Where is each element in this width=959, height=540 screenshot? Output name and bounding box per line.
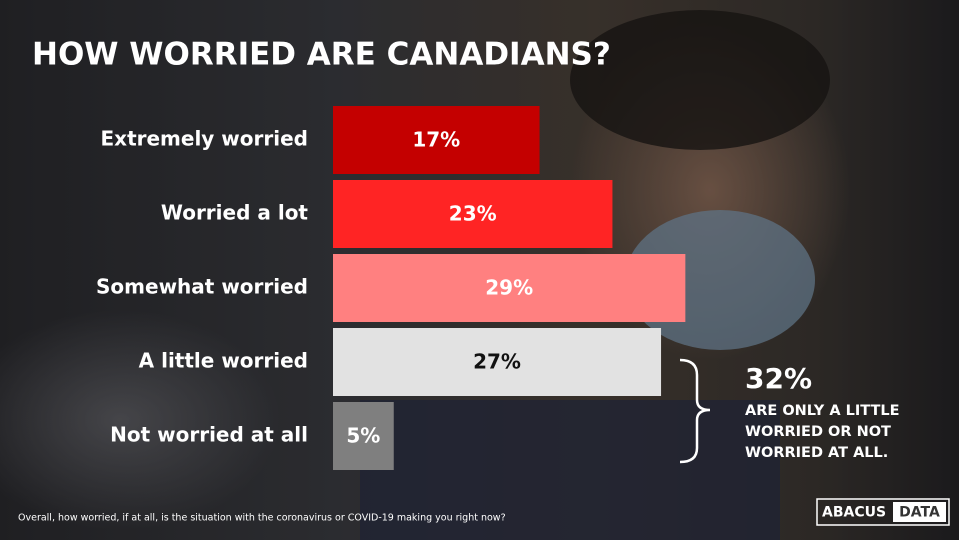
bar — [333, 402, 394, 470]
logo-text: ABACUS — [822, 505, 886, 521]
logo-text: DATA — [899, 505, 940, 521]
bar — [333, 254, 686, 322]
logo-frame — [816, 498, 950, 526]
logo-box — [893, 502, 946, 522]
annotation-text: WORRIED OR NOT — [745, 424, 891, 440]
chart-title: HOW WORRIED ARE CANADIANS? — [32, 37, 611, 73]
category-label: Extremely worried — [101, 127, 309, 151]
value-label: 5% — [346, 424, 380, 448]
annotation-text: ARE ONLY A LITTLE — [745, 403, 900, 419]
bracket — [679, 358, 711, 464]
category-label: Worried a lot — [161, 201, 309, 225]
footnote: Overall, how worried, if at all, is the … — [18, 513, 506, 524]
category-label: Not worried at all — [110, 423, 308, 447]
bar — [333, 328, 662, 396]
bar — [333, 106, 540, 174]
value-label: 27% — [473, 350, 521, 374]
category-label: A little worried — [139, 349, 308, 373]
bar — [333, 180, 613, 248]
value-label: 23% — [449, 202, 497, 226]
annotation-headline: 32% — [745, 362, 812, 395]
value-label: 29% — [485, 276, 533, 300]
category-label: Somewhat worried — [96, 275, 308, 299]
annotation-text: WORRIED AT ALL. — [745, 445, 888, 461]
logo: ABACUS DATA — [816, 498, 950, 526]
value-label: 17% — [412, 128, 460, 152]
